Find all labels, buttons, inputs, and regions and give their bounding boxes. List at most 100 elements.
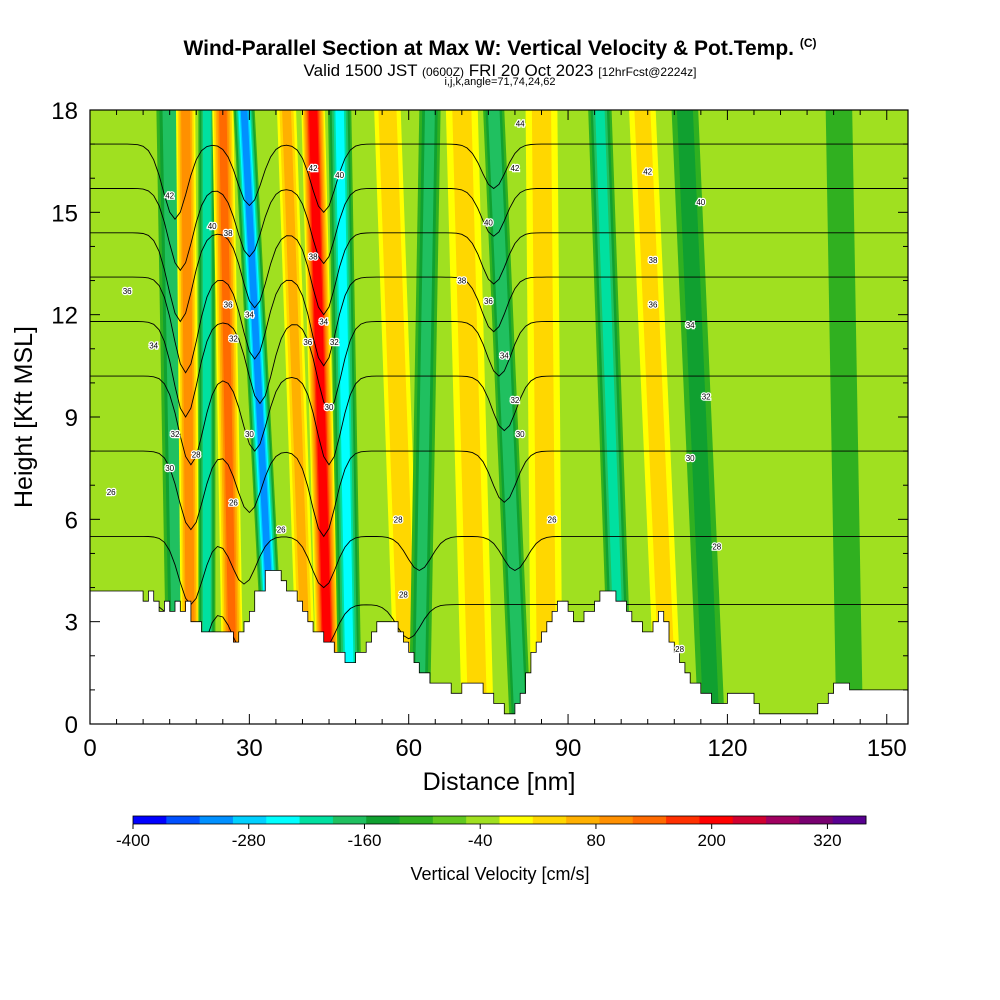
contour-labels: 42 40 38 36 36 34 32 34 32 28 30 30 26 26 26 42 40 38 36 34… [105, 118, 723, 655]
subtitle-date: FRI 20 Oct 2023 [468, 61, 594, 80]
y-tick-label: 6 [65, 507, 78, 534]
velocity-shade [531, 110, 557, 724]
x-tick-label: 60 [395, 735, 422, 762]
velocity-band [671, 110, 725, 724]
y-tick-label: 0 [65, 712, 78, 739]
contour-label: 38 [224, 229, 233, 238]
contour-label: 28 [675, 645, 684, 654]
contour-label: 42 [309, 164, 318, 173]
contour-label: 32 [171, 430, 180, 439]
y-tick-label: 15 [51, 200, 78, 227]
contour-label: 42 [165, 191, 174, 200]
colorbar-bin [532, 816, 567, 824]
colorbar-bin [632, 816, 667, 824]
colorbar-bin [266, 816, 301, 824]
contour-label: 26 [229, 498, 238, 507]
velocity-shade [335, 110, 355, 724]
x-tick-label: 120 [707, 735, 747, 762]
contour-label: 42 [510, 164, 519, 173]
subtitle-utc-time: (0600Z) [422, 65, 465, 79]
contour-label: 28 [394, 515, 403, 524]
title-main: Wind-Parallel Section at Max W: Vertical… [183, 37, 794, 60]
colorbar-bin [832, 816, 867, 824]
contour-label: 38 [649, 256, 658, 265]
x-tick-label: 30 [236, 735, 263, 762]
chart-subtitle: Valid 1500 JST (0600Z) FRI 20 Oct 2023 [… [0, 61, 1000, 81]
contour-label: 38 [457, 277, 466, 286]
contour-label: 32 [330, 338, 339, 347]
velocity-shade [595, 110, 626, 724]
colorbar-bin [466, 816, 500, 824]
x-tick-label: 150 [867, 735, 907, 762]
colorbar-tick-label: 80 [586, 831, 605, 850]
contour-label: 30 [245, 430, 254, 439]
x-axis-label: Distance [nm] [423, 768, 576, 796]
terrain [90, 570, 908, 724]
contour-label: 28 [399, 590, 408, 599]
contour-label: 30 [165, 464, 174, 473]
colorbar-tick-label: -40 [468, 831, 493, 850]
contour-label: 40 [208, 222, 217, 231]
colorbar-bin [732, 816, 767, 824]
velocity-shade [452, 110, 488, 724]
contour-label: 34 [500, 352, 509, 361]
y-tick-label: 12 [51, 303, 78, 330]
x-tick-label: 90 [555, 735, 582, 762]
contour-label: 30 [325, 403, 334, 412]
colorbar-bin [499, 816, 534, 824]
title-copyright: (C) [799, 36, 817, 50]
colorbar-tick-label: -280 [232, 831, 266, 850]
velocity-band [588, 110, 633, 724]
contour-label: 34 [686, 321, 695, 330]
isentrope-line [90, 450, 908, 538]
y-axis-label: Height [Kft MSL] [10, 326, 38, 508]
velocity-band [525, 110, 563, 724]
isentropes [90, 143, 908, 684]
contour-label: 40 [335, 171, 344, 180]
colorbar-tick-label: 320 [813, 831, 841, 850]
contour-label: 28 [712, 543, 721, 552]
colorbar-bin [566, 816, 600, 824]
contour-label: 34 [245, 311, 254, 320]
y-tick-label: 3 [65, 610, 78, 637]
colorbar-bin [432, 816, 467, 824]
isentrope-line [90, 375, 908, 466]
contour-label: 42 [643, 167, 652, 176]
isentrope-line [90, 188, 908, 272]
colorbar-tick-label: 200 [697, 831, 725, 850]
velocity-band [328, 110, 362, 724]
chart-indices: i,j,k,angle=71,74,24,62 [444, 76, 556, 88]
colorbar-bin [133, 816, 167, 824]
contour-label: 30 [686, 454, 695, 463]
isentrope-line [90, 232, 908, 323]
colorbar-label: Vertical Velocity [cm/s] [410, 864, 589, 884]
isentrope-line [90, 276, 908, 374]
velocity-shade [378, 110, 418, 724]
contour-label: 44 [516, 120, 525, 129]
velocity-shade [825, 110, 863, 724]
colorbar-tick-label: -160 [347, 831, 381, 850]
colorbar-bin [599, 816, 634, 824]
velocity-shade [634, 110, 677, 724]
isentrope-line [90, 321, 908, 418]
contour-label: 26 [277, 526, 286, 535]
isentrope-line [90, 143, 908, 220]
x-tick-label: 0 [83, 735, 96, 762]
contour-label: 32 [229, 335, 238, 344]
subtitle-forecast: [12hrFcst@2224z] [598, 65, 697, 79]
contour-label: 40 [696, 198, 705, 207]
velocity-band [483, 110, 531, 724]
velocity-band [374, 110, 422, 724]
colorbar-bin [366, 816, 401, 824]
velocity-band [176, 110, 201, 724]
contour-label: 34 [149, 341, 158, 350]
velocity-band [825, 110, 863, 724]
contour-label: 36 [484, 297, 493, 306]
isentrope-line [90, 535, 908, 606]
colorbar-frame [132, 815, 867, 825]
contour-label: 26 [548, 515, 557, 524]
contour-label: 36 [123, 287, 132, 296]
colorbar-tick-label: -400 [116, 831, 150, 850]
contour-label: 26 [107, 488, 116, 497]
